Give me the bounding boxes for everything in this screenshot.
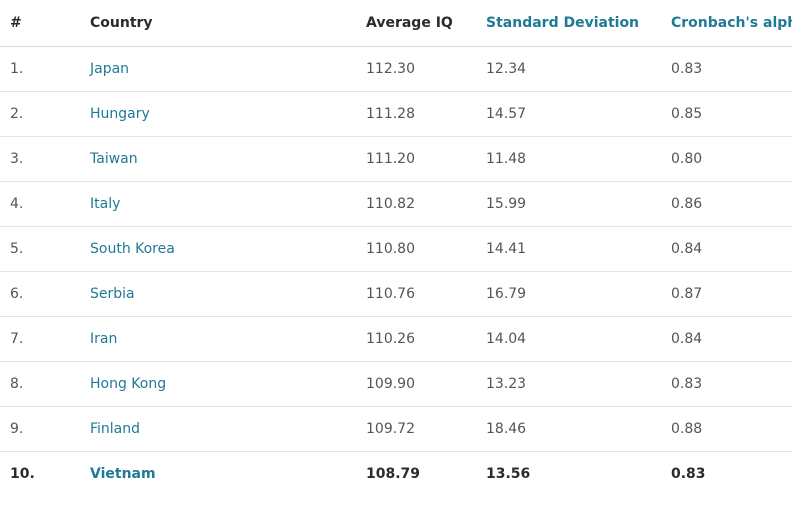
country-link[interactable]: Vietnam — [90, 465, 156, 482]
standard-deviation-cell: 11.48 — [476, 136, 661, 182]
cronbach-alpha-cell: 0.84 — [661, 316, 792, 362]
country-link[interactable]: Japan — [80, 46, 356, 92]
rank-cell: 7. — [0, 316, 80, 362]
standard-deviation-cell: 12.34 — [476, 46, 661, 92]
rank-cell: 5. — [0, 226, 80, 272]
average-iq-cell: 111.28 — [356, 91, 476, 137]
rank-cell: 9. — [0, 406, 80, 452]
country-link[interactable]: Serbia — [80, 271, 356, 317]
header-country[interactable]: Country — [80, 0, 356, 47]
country-link[interactable]: South Korea — [80, 226, 356, 272]
country-link[interactable]: Finland — [80, 406, 356, 452]
header-row: # Country Average IQ Standard Deviation … — [0, 0, 792, 47]
table-body: 1. Japan 112.30 12.34 0.83 2. Hungary 111.28 14.… — [0, 46, 792, 496]
header-average-iq[interactable]: Average IQ — [356, 0, 476, 47]
average-iq-cell: 110.76 — [356, 271, 476, 317]
table-row: 3. Taiwan 111.20 11.48 0.80 — [0, 136, 792, 182]
standard-deviation-cell: 15.99 — [476, 181, 661, 227]
table-row: 7. Iran 110.26 14.04 0.84 — [0, 316, 792, 362]
table-row: 1. Japan 112.30 12.34 0.83 — [0, 46, 792, 92]
table-row: 4. Italy 110.82 15.99 0.86 — [0, 181, 792, 227]
table-header: # Country Average IQ Standard Deviation … — [0, 0, 792, 47]
standard-deviation-cell: 13.23 — [476, 361, 661, 407]
standard-deviation-cell: 14.41 — [476, 226, 661, 272]
standard-deviation-cell: 14.57 — [476, 91, 661, 137]
country-link[interactable]: Italy — [80, 181, 356, 227]
country-link[interactable]: Iran — [80, 316, 356, 362]
rank-cell: 6. — [0, 271, 80, 317]
country-link[interactable]: Hong Kong — [80, 361, 356, 407]
rank-cell: 4. — [0, 181, 80, 227]
rank-cell: 1. — [0, 46, 80, 92]
table-row: 6. Serbia 110.76 16.79 0.87 — [0, 271, 792, 317]
table-row: 9. Finland 109.72 18.46 0.88 — [0, 406, 792, 452]
cronbach-alpha-cell: 0.80 — [661, 136, 792, 182]
table-row: 10. Vietnam 108.79 13.56 0.83 — [0, 451, 792, 496]
header-standard-deviation-link[interactable]: Standard Deviation — [476, 0, 661, 47]
cronbach-alpha-cell: 0.83 — [661, 46, 792, 92]
rank-cell: 10. — [10, 465, 35, 482]
average-iq-cell: 111.20 — [356, 136, 476, 182]
table-row: 8. Hong Kong 109.90 13.23 0.83 — [0, 361, 792, 407]
rank-cell: 3. — [0, 136, 80, 182]
average-iq-cell: 109.72 — [356, 406, 476, 452]
cronbach-alpha-cell: 0.86 — [661, 181, 792, 227]
average-iq-cell: 109.90 — [356, 361, 476, 407]
average-iq-cell: 110.26 — [356, 316, 476, 362]
country-link[interactable]: Hungary — [80, 91, 356, 137]
cronbach-alpha-cell: 0.87 — [661, 271, 792, 317]
cronbach-alpha-cell: 0.88 — [661, 406, 792, 452]
rank-cell: 2. — [0, 91, 80, 137]
rank-cell: 8. — [0, 361, 80, 407]
cronbach-alpha-cell: 0.85 — [661, 91, 792, 137]
average-iq-cell: 110.80 — [356, 226, 476, 272]
cronbach-alpha-cell: 0.84 — [661, 226, 792, 272]
cronbach-alpha-cell: 0.83 — [671, 465, 706, 482]
average-iq-cell: 112.30 — [356, 46, 476, 92]
country-link[interactable]: Taiwan — [80, 136, 356, 182]
header-cronbach-alpha-link[interactable]: Cronbach's alpha — [661, 0, 792, 47]
average-iq-cell: 108.79 — [366, 465, 421, 482]
table-row: 5. South Korea 110.80 14.41 0.84 — [0, 226, 792, 272]
table-row: 2. Hungary 111.28 14.57 0.85 — [0, 91, 792, 137]
standard-deviation-cell: 18.46 — [476, 406, 661, 452]
standard-deviation-cell: 16.79 — [476, 271, 661, 317]
header-rank[interactable]: # — [0, 0, 80, 47]
standard-deviation-cell: 13.56 — [486, 465, 531, 482]
cronbach-alpha-cell: 0.83 — [661, 361, 792, 407]
average-iq-cell: 110.82 — [356, 181, 476, 227]
standard-deviation-cell: 14.04 — [476, 316, 661, 362]
